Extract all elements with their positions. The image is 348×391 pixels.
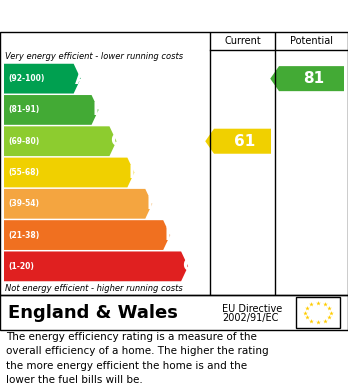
- Text: (21-38): (21-38): [8, 231, 39, 240]
- Text: The energy efficiency rating is a measure of the
overall efficiency of a home. T: The energy efficiency rating is a measur…: [6, 332, 269, 385]
- Text: 81: 81: [303, 71, 324, 86]
- Text: EU Directive: EU Directive: [222, 303, 282, 314]
- Text: A: A: [75, 70, 88, 88]
- Polygon shape: [270, 66, 344, 91]
- Text: Potential: Potential: [290, 36, 333, 46]
- Text: G: G: [182, 257, 196, 275]
- Text: E: E: [146, 195, 158, 213]
- Text: Very energy efficient - lower running costs: Very energy efficient - lower running co…: [5, 52, 183, 61]
- Polygon shape: [4, 220, 170, 250]
- Text: F: F: [164, 226, 176, 244]
- Text: England & Wales: England & Wales: [8, 303, 178, 321]
- Text: Not energy efficient - higher running costs: Not energy efficient - higher running co…: [5, 284, 183, 293]
- Polygon shape: [4, 158, 134, 187]
- Polygon shape: [4, 95, 98, 125]
- Text: B: B: [93, 101, 105, 119]
- Polygon shape: [4, 64, 81, 93]
- Polygon shape: [4, 251, 188, 281]
- Polygon shape: [4, 189, 152, 219]
- Polygon shape: [205, 129, 271, 154]
- Polygon shape: [4, 126, 117, 156]
- Text: 61: 61: [234, 134, 255, 149]
- Text: 2002/91/EC: 2002/91/EC: [222, 312, 278, 323]
- Text: (39-54): (39-54): [8, 199, 39, 208]
- Text: Energy Efficiency Rating: Energy Efficiency Rating: [8, 7, 237, 25]
- Text: (69-80): (69-80): [8, 137, 39, 146]
- Text: Current: Current: [224, 36, 261, 46]
- Text: D: D: [128, 163, 142, 181]
- Text: (1-20): (1-20): [8, 262, 34, 271]
- Text: (55-68): (55-68): [8, 168, 39, 177]
- Text: (92-100): (92-100): [8, 74, 45, 83]
- Text: C: C: [110, 132, 123, 150]
- Text: (81-91): (81-91): [8, 106, 39, 115]
